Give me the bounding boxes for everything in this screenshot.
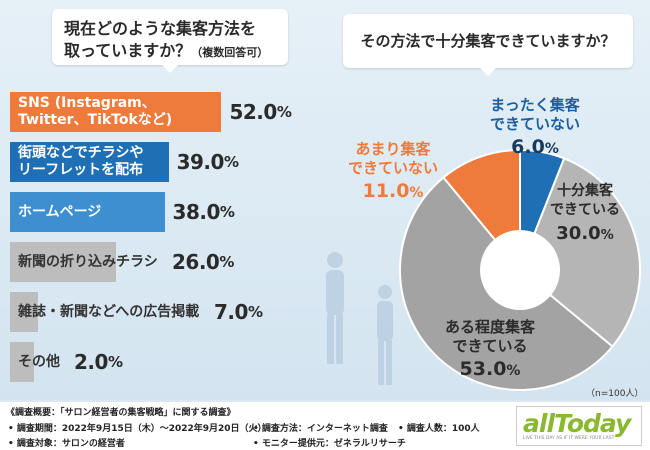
- pie-value-percent: %: [600, 228, 614, 243]
- survey-count: • 調査人数：100人: [398, 424, 480, 434]
- bar-label-1: 街頭などでチラシや リーフレットを配布: [18, 142, 143, 182]
- bar-value-percent: %: [247, 303, 263, 321]
- bar-value-number: 52.0: [229, 100, 277, 124]
- alltoday-logo[interactable]: allToday LIVE THIS DAY AS IF IT WERE YOU…: [516, 406, 642, 446]
- bar-value-number: 39.0: [176, 150, 225, 174]
- pie-chart: [396, 146, 644, 394]
- survey-overview: 《調査概要：「サロン経営者の集客戦略」に関する調査》: [6, 408, 236, 418]
- pie-value-percent: %: [409, 185, 424, 201]
- donut-hole: [480, 230, 560, 310]
- pie-value-percent: %: [506, 363, 521, 379]
- pie-label-2: ある程度集客 できている 53.0%: [420, 318, 560, 381]
- question1-bubble: 現在どのような集客方法を 取っていますか？（複数回答可）: [52, 9, 288, 73]
- survey-period: • 調査期間：2022年9月15日（木）～2022年9月20日（火）: [8, 424, 267, 434]
- pie-label-line1: 十分集客: [557, 183, 613, 199]
- logo-tagline: LIVE THIS DAY AS IF IT WERE YOUR LAST: [523, 436, 615, 441]
- pie-label-0: まったく集客 できていない 6.0%: [470, 96, 600, 159]
- bar-2: [10, 192, 165, 232]
- survey-method: • 調査方法：インターネット調査: [253, 424, 388, 434]
- question2-text: その方法で十分集客できていますか？: [360, 32, 616, 50]
- pie-label-value: 30.0%: [535, 224, 635, 245]
- pie-label-line1: あまり集客: [355, 140, 431, 158]
- bar-value-percent: %: [219, 253, 234, 271]
- pie-label-value: 6.0%: [470, 138, 600, 159]
- bar-label-0: SNS (Instagram、 Twitter、TikTokなど): [18, 92, 172, 132]
- bar-label-line1: 街頭などでチラシや: [18, 145, 144, 161]
- pie-value-number: 53.0: [459, 358, 507, 380]
- pie-svg: [399, 148, 641, 391]
- pie-value-number: 11.0: [362, 180, 410, 202]
- pie-label-line2: できていない: [347, 159, 438, 177]
- pie-label-line2: できている: [550, 202, 620, 218]
- bar-value-percent: %: [107, 353, 123, 371]
- pie-slice-1: [518, 157, 641, 348]
- pie-label-3: あまり集客 できていない 11.0%: [333, 140, 453, 203]
- bar-value-number: 2.0: [74, 350, 108, 374]
- pie-label-line1: まったく集客: [490, 96, 580, 114]
- pie-value-number: 6.0: [511, 136, 545, 158]
- bar-label-line1: SNS (Instagram、: [18, 95, 156, 111]
- bar-value-0: 52.0%: [229, 92, 291, 132]
- bar-value-5: 2.0%: [74, 342, 123, 382]
- bar-label-2: ホームページ: [18, 192, 101, 232]
- bar-label-line1: 雑誌・新聞などへの広告掲載: [18, 303, 200, 320]
- pie-label-value: 53.0%: [420, 360, 560, 381]
- bar-5: [10, 342, 34, 382]
- survey-provider: • モニター提供元：ゼネラルリサーチ: [253, 439, 406, 449]
- bar-4: [10, 292, 39, 332]
- bar-value-percent: %: [276, 103, 292, 121]
- question1-line1: 現在どのような集客方法を: [64, 19, 257, 38]
- pie-label-line1: ある程度集客: [444, 318, 535, 336]
- pie-label-line2: できていない: [489, 115, 580, 133]
- question1-note: （複数回答可）: [191, 46, 269, 59]
- bar-label-5: その他: [18, 342, 60, 382]
- bar-1: [10, 142, 169, 182]
- question1-line2: 取っていますか？: [64, 41, 192, 60]
- bar-value-1: 39.0%: [177, 142, 239, 182]
- bar-value-2: 38.0%: [173, 192, 235, 232]
- bar-3: [10, 242, 116, 282]
- sample-size-note: （n=100人）: [586, 389, 644, 399]
- pie-label-1: 十分集客できている 30.0%: [535, 182, 635, 245]
- pie-value-number: 30.0: [556, 223, 601, 244]
- bar-label-line2: リーフレットを配布: [18, 162, 144, 178]
- pie-value-percent: %: [544, 141, 559, 157]
- bar-label-line2: Twitter、TikTokなど): [18, 112, 173, 128]
- bar-value-4: 7.0%: [214, 292, 263, 332]
- bar-label-line1: その他: [18, 353, 60, 370]
- bar-label-line1: ホームページ: [18, 203, 102, 220]
- survey-target: • 調査対象：サロンの経営者: [8, 439, 125, 449]
- people-silhouette-illustration: [326, 252, 393, 385]
- bar-value-number: 26.0: [172, 250, 220, 274]
- bar-0: [10, 92, 222, 132]
- bar-value-percent: %: [223, 153, 239, 171]
- question2-bubble: その方法で十分集客できていますか？: [343, 14, 633, 76]
- bar-label-line1: 新聞の折り込みチラシ: [18, 253, 158, 270]
- pie-label-value: 11.0%: [333, 182, 453, 203]
- bar-label-3: 新聞の折り込みチラシ: [18, 242, 158, 282]
- bar-label-4: 雑誌・新聞などへの広告掲載: [18, 292, 199, 332]
- bar-value-number: 38.0: [172, 200, 221, 224]
- bar-value-number: 7.0: [214, 300, 248, 324]
- bar-value-3: 26.0%: [172, 242, 234, 282]
- logo-text: allToday: [523, 409, 631, 438]
- pie-label-line2: できている: [452, 337, 528, 355]
- bar-value-percent: %: [219, 203, 235, 221]
